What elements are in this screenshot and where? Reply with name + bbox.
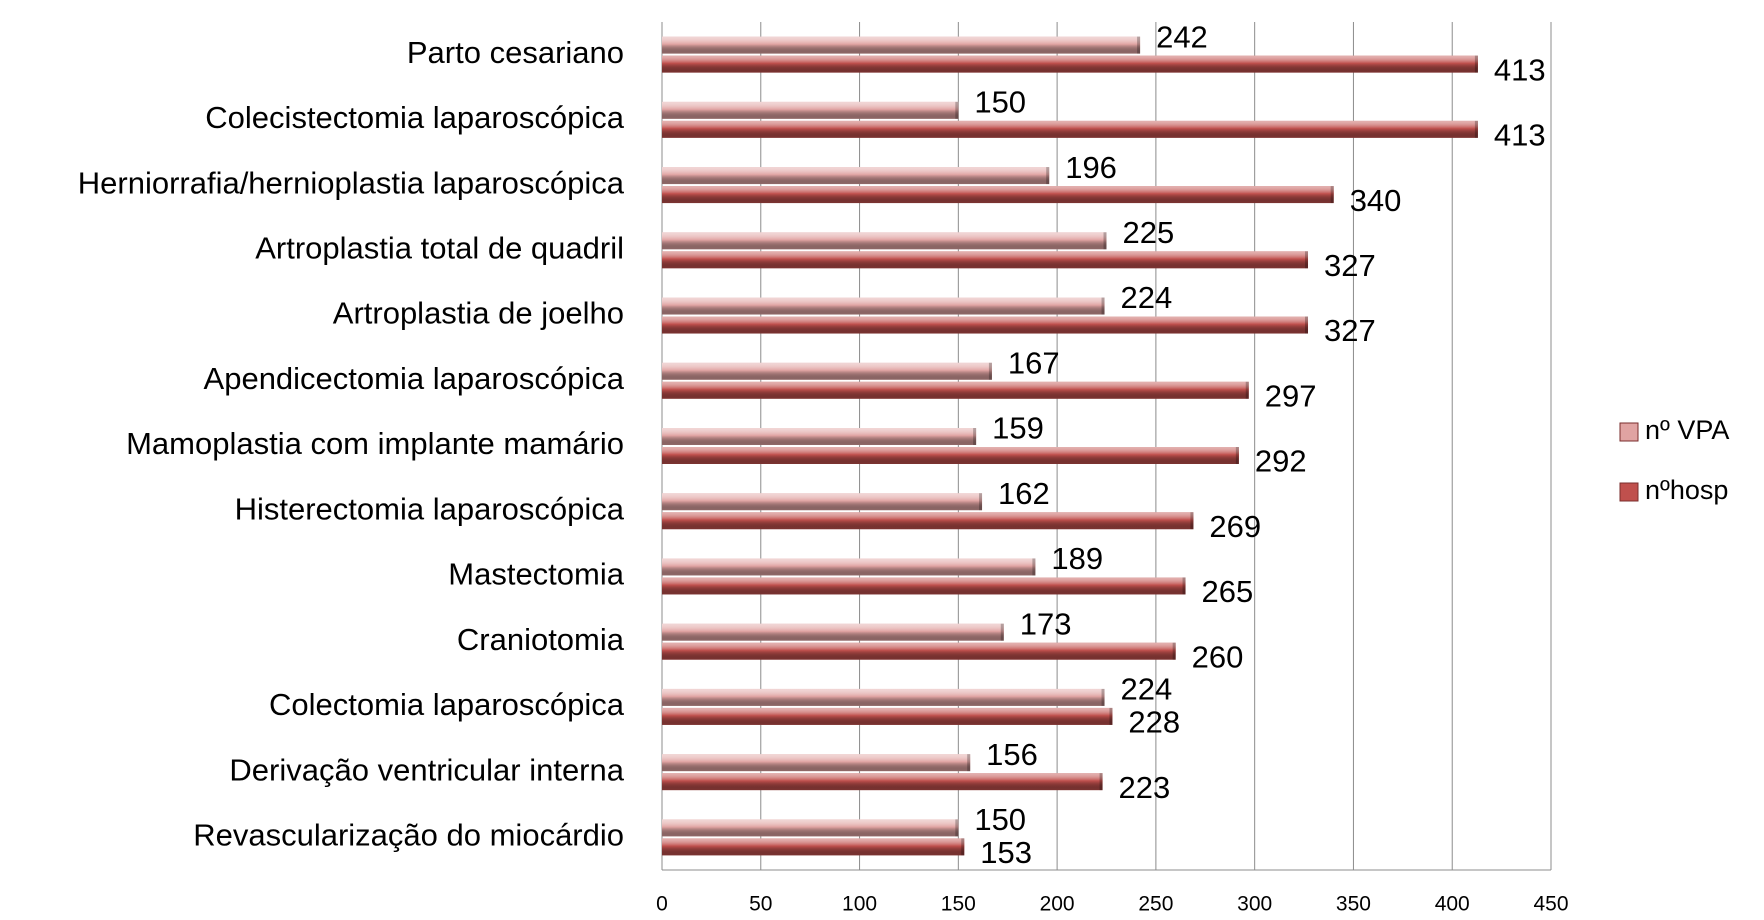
data-label: 162: [998, 476, 1050, 511]
legend-swatch: [1619, 422, 1639, 442]
data-label: 413: [1494, 118, 1546, 153]
data-label: 159: [992, 411, 1044, 446]
x-tick-label: 450: [1533, 893, 1568, 916]
x-tick-label: 250: [1138, 893, 1173, 916]
legend-swatch: [1619, 482, 1639, 502]
x-tick-label: 300: [1237, 893, 1272, 916]
data-label: 173: [1020, 606, 1072, 641]
data-label: 189: [1051, 541, 1103, 576]
data-label: 228: [1128, 705, 1180, 740]
y-tick-label: Craniotomia: [457, 622, 625, 657]
y-tick-label: Derivação ventricular interna: [229, 752, 624, 787]
data-label: 242: [1156, 19, 1208, 54]
data-label: 297: [1265, 378, 1317, 413]
y-tick-label: Parto cesariano: [407, 35, 624, 70]
data-label: 196: [1065, 150, 1117, 185]
y-tick-label: Mastectomia: [448, 557, 624, 592]
data-label: 413: [1494, 52, 1546, 87]
data-label: 265: [1202, 574, 1254, 609]
data-label: 340: [1350, 183, 1402, 218]
y-tick-label: Apendicectomia laparoscópica: [204, 361, 625, 396]
data-label: 153: [980, 835, 1032, 870]
data-label: 223: [1119, 770, 1171, 805]
y-tick-label: Artroplastia total de quadril: [255, 230, 624, 265]
data-label: 150: [974, 802, 1026, 837]
data-label: 292: [1255, 444, 1307, 479]
y-tick-label: Herniorrafia/hernioplastia laparoscópica: [78, 165, 625, 200]
y-tick-label: Mamoplastia com implante mamário: [126, 426, 624, 461]
data-label: 224: [1121, 672, 1173, 707]
data-label: 269: [1209, 509, 1261, 544]
legend-label: nºhosp: [1645, 475, 1728, 505]
data-label: 167: [1008, 345, 1060, 380]
data-label: 260: [1192, 639, 1244, 674]
x-tick-label: 150: [941, 893, 976, 916]
x-tick-label: 0: [656, 893, 668, 916]
data-label: 156: [986, 737, 1038, 772]
legend-label: nº VPA: [1645, 415, 1729, 445]
x-tick-label: 100: [842, 893, 877, 916]
y-tick-label: Colecistectomia laparoscópica: [205, 100, 624, 135]
data-label: 327: [1324, 248, 1376, 283]
x-tick-label: 350: [1336, 893, 1371, 916]
data-label: 225: [1123, 215, 1175, 250]
y-tick-label: Revascularização do miocárdio: [193, 818, 624, 853]
x-tick-label: 50: [749, 893, 772, 916]
x-tick-label: 400: [1435, 893, 1470, 916]
data-label: 150: [974, 85, 1026, 120]
x-tick-label: 200: [1040, 893, 1075, 916]
data-label: 224: [1121, 280, 1173, 315]
data-label: 327: [1324, 313, 1376, 348]
y-tick-label: Histerectomia laparoscópica: [235, 491, 625, 526]
y-tick-label: Colectomia laparoscópica: [269, 687, 625, 722]
y-tick-label: Artroplastia de joelho: [333, 296, 624, 331]
